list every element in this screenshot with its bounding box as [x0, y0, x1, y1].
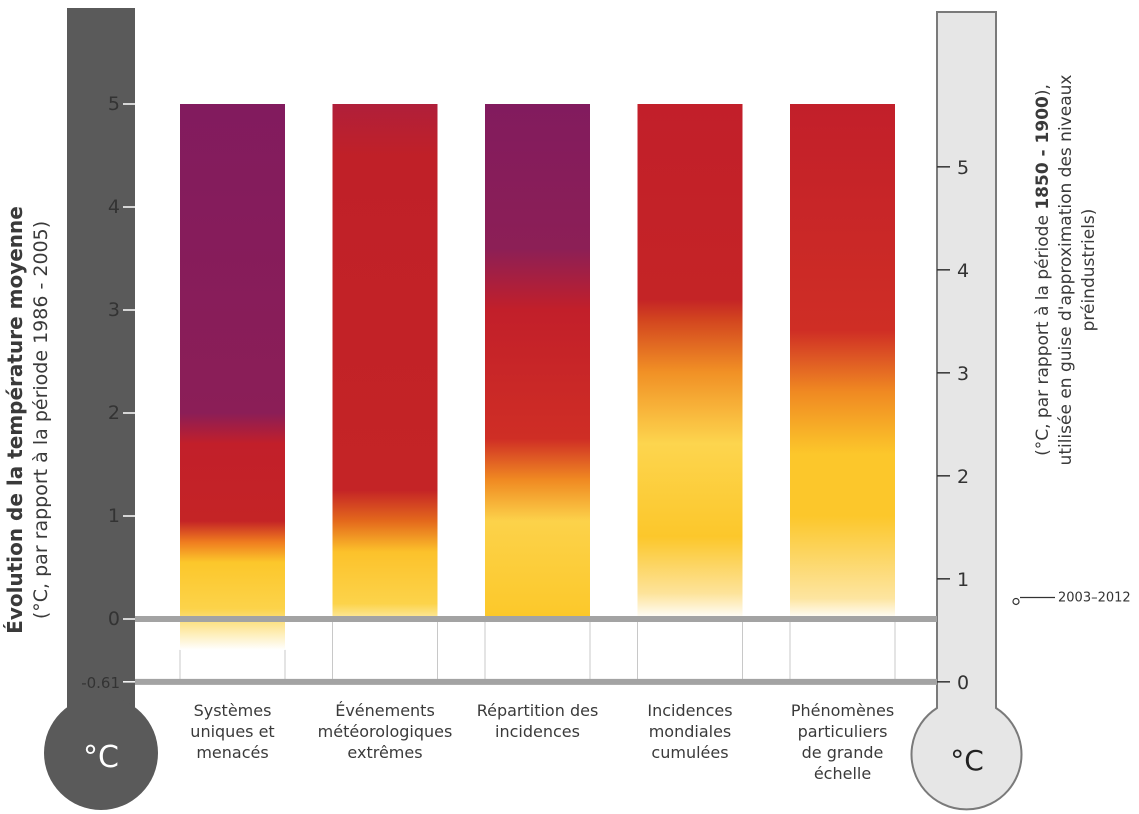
left-tick-label: -0.61	[81, 674, 120, 692]
bar	[332, 104, 438, 619]
left-thermometer-bulb	[44, 696, 158, 810]
bar	[180, 104, 285, 650]
right-axis-title-line1: (°C, par rapport à la période 1850 - 190…	[1033, 84, 1053, 456]
right-tick-label: 4	[957, 260, 969, 282]
left-axis-title: Évolution de la température moyenne (°C,…	[3, 206, 52, 634]
category-label: Systèmes uniques et menacés	[190, 701, 274, 762]
category-labels: Systèmes uniques et menacés Événements météo…	[190, 701, 894, 783]
right-tick-label: 5	[957, 157, 969, 179]
category-label-line: Phénomènes	[791, 701, 894, 720]
left-tick-label: 1	[108, 505, 120, 527]
left-tick-label: 4	[108, 196, 120, 218]
right-bulb-label: °C	[950, 744, 984, 777]
right-thermometer: °C	[910, 11, 1023, 811]
category-label-line: Répartition des	[477, 701, 599, 720]
left-tick-label: 3	[108, 299, 120, 321]
right-thermometer-outline	[910, 11, 1023, 811]
left-tick-label: 0	[108, 608, 120, 630]
right-tick-label: 3	[957, 363, 969, 385]
category-label-line: uniques et	[190, 722, 274, 741]
left-axis-title-line2: (°C, par rapport à la période 1986 - 200…	[30, 221, 52, 619]
category-label-line: Systèmes	[194, 701, 272, 720]
right-axis-ticks: 0 1 2 3 4 5	[937, 157, 969, 694]
category-label-line: Événements	[335, 701, 435, 720]
bar	[790, 104, 895, 619]
left-tick-label: 5	[108, 93, 120, 115]
right-axis-title-line2: utilisée en guise d'approximation des ni…	[1056, 75, 1076, 466]
right-axis-title-bold: 1850 - 1900	[1033, 96, 1053, 210]
category-label: Incidences mondiales cumulées	[647, 701, 732, 762]
category-label-line: menacés	[196, 743, 268, 762]
right-tick-label: 2	[957, 466, 969, 488]
category-label: Événements météorologiques extrêmes	[318, 701, 453, 762]
category-label-line: incidences	[495, 722, 580, 741]
left-tick-label: 2	[108, 402, 120, 424]
annotation-2003-2012: 2003–2012	[1012, 590, 1131, 606]
left-thermometer: °C	[44, 8, 158, 810]
bar	[485, 104, 590, 619]
category-label-line: de grande	[802, 743, 884, 762]
right-axis-title-part1: (°C, par rapport à la période	[1033, 210, 1053, 456]
right-tick-label: 1	[957, 569, 969, 591]
category-label-line: particuliers	[798, 722, 888, 741]
left-axis-ticks: -0.61 0 1 2 3 4 5	[81, 93, 135, 692]
left-axis-title-line1: Évolution de la température moyenne	[3, 206, 27, 634]
category-label: Répartition des incidences	[477, 701, 599, 741]
category-label-line: cumulées	[651, 743, 728, 762]
bars-group	[179, 104, 896, 682]
left-thermometer-tube	[67, 8, 135, 733]
category-label-line: échelle	[814, 764, 871, 783]
category-label-line: extrêmes	[347, 743, 422, 762]
right-axis-title-line3: préindustriels)	[1079, 209, 1099, 332]
category-label-line: mondiales	[649, 722, 732, 741]
annotation-marker	[1012, 597, 1020, 606]
category-label: Phénomènes particuliers de grande échelle	[791, 701, 894, 783]
category-label-line: Incidences	[647, 701, 732, 720]
bar	[637, 104, 743, 619]
right-tick-label: 0	[957, 672, 969, 694]
right-axis-title-part2: ),	[1033, 84, 1053, 96]
category-label-line: météorologiques	[318, 722, 453, 741]
right-axis-title: (°C, par rapport à la période 1850 - 190…	[1033, 75, 1099, 466]
left-bulb-label: °C	[83, 740, 119, 775]
annotation-label: 2003–2012	[1058, 590, 1131, 605]
